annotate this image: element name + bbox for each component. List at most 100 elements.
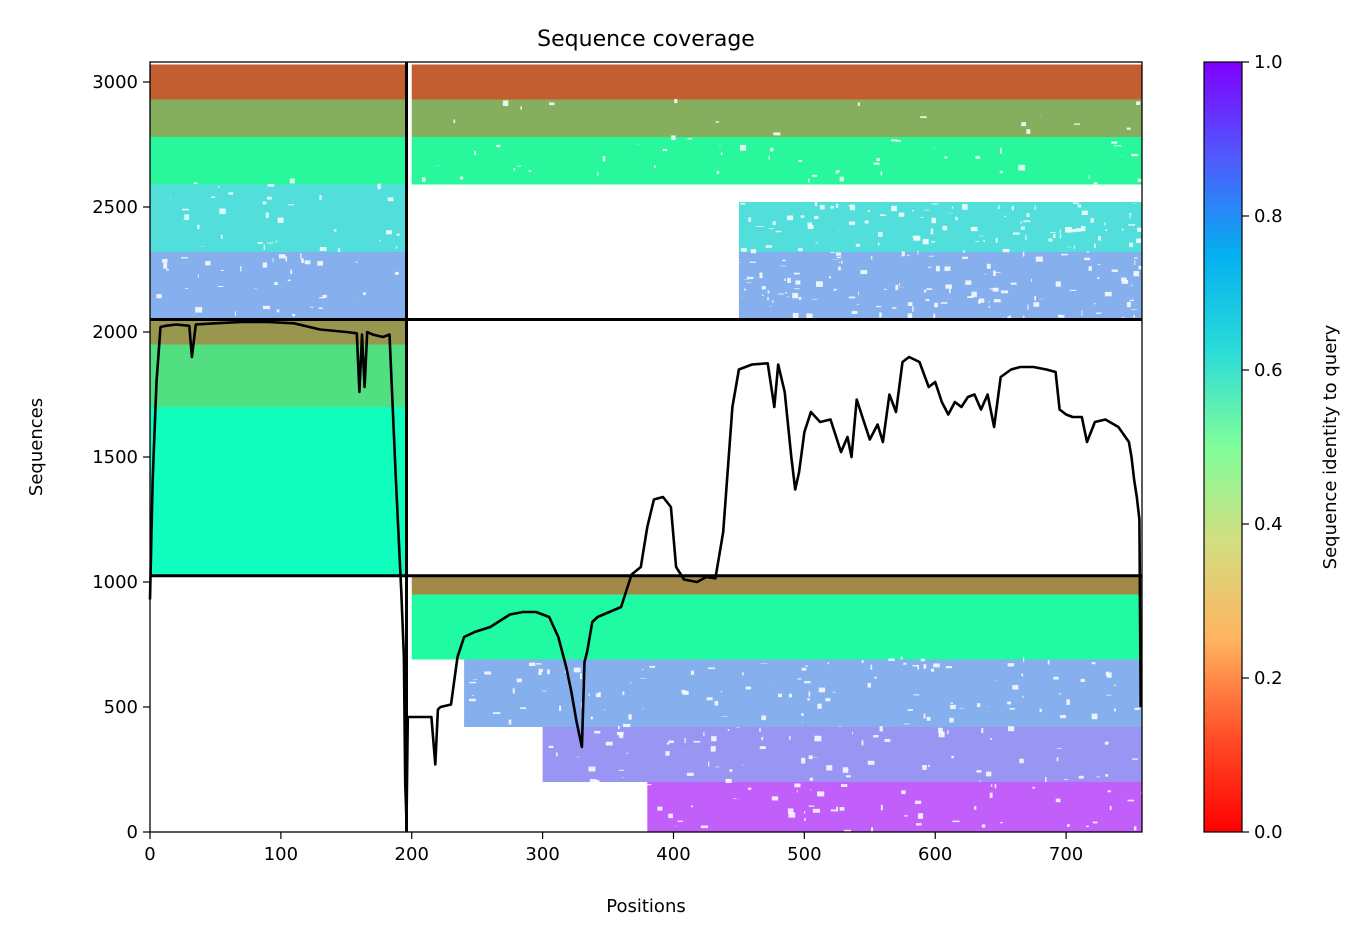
coverage-gap-6	[180, 257, 189, 259]
coverage-gap-560	[808, 755, 813, 760]
coverage-gap-164	[849, 204, 855, 211]
coverage-gap-320	[662, 148, 668, 152]
coverage-gap-547	[867, 682, 871, 688]
coverage-gap-57	[234, 311, 236, 316]
coverage-gap-373	[711, 736, 717, 742]
coverage-gap-49	[318, 297, 325, 299]
coverage-gap-366	[801, 713, 804, 716]
coverage-gap-425	[985, 771, 992, 777]
coverage-gap-15	[395, 271, 399, 275]
coverage-gap-337	[1026, 129, 1031, 134]
coverage-gap-327	[920, 116, 927, 119]
coverage-gap-14	[162, 259, 168, 263]
coverage-gap-496	[742, 672, 744, 676]
coverage-gap-360	[976, 770, 982, 773]
coverage-gap-188	[1025, 235, 1027, 241]
coverage-gap-451	[826, 765, 833, 771]
coverage-gap-586	[573, 826, 580, 830]
coverage-gap-54	[362, 292, 366, 295]
coverage-gap-37	[169, 197, 172, 199]
coverage-gap-507	[649, 665, 656, 668]
coverage-gap-600	[594, 730, 601, 734]
coverage-gap-44	[289, 178, 295, 184]
coverage-gap-513	[951, 755, 954, 759]
colorbar-tick-label: 0.6	[1254, 360, 1283, 381]
coverage-gap-455	[745, 686, 752, 690]
coverage-gap-319	[835, 171, 839, 174]
coverage-gap-349	[1018, 164, 1026, 171]
coverage-gap-329	[812, 174, 818, 177]
y-tick-label: 3000	[92, 72, 138, 93]
coverage-gap-431	[626, 752, 628, 754]
coverage-gap-527	[952, 820, 960, 823]
coverage-gap-163	[1059, 233, 1062, 239]
coverage-gap-249	[1000, 290, 1009, 294]
coverage-gap-171	[967, 296, 974, 298]
coverage-gap-326	[1113, 145, 1122, 147]
heatmap-layer-top-9	[738, 252, 1142, 320]
coverage-gap-523	[555, 752, 558, 757]
heatmap-layer-top-5	[411, 64, 1142, 100]
coverage-gap-18	[219, 208, 226, 215]
coverage-gap-73	[891, 205, 897, 212]
coverage-gap-165	[1011, 205, 1014, 211]
coverage-gap-10	[240, 266, 242, 272]
coverage-gap-53	[228, 192, 234, 195]
coverage-gap-463	[693, 740, 701, 743]
coverage-gap-63	[377, 183, 381, 190]
y-tick-label: 2500	[92, 197, 138, 218]
coverage-gap-144	[898, 212, 905, 217]
coverage-gap-129	[965, 280, 972, 285]
x-tick-label: 300	[525, 844, 559, 865]
coverage-gap-541	[1109, 805, 1112, 811]
coverage-gap-113	[994, 272, 1001, 273]
coverage-gap-591	[480, 765, 488, 771]
coverage-gap-199	[912, 306, 914, 312]
coverage-gap-448	[721, 716, 728, 717]
coverage-gap-252	[769, 306, 772, 307]
coverage-gap-35	[265, 212, 269, 218]
coverage-gap-415	[622, 777, 625, 778]
coverage-gap-266	[785, 291, 787, 294]
coverage-gap-287	[768, 228, 774, 230]
coverage-gap-234	[992, 287, 999, 292]
coverage-gap-411	[917, 813, 924, 819]
coverage-gap-469	[928, 764, 930, 767]
coverage-gap-120	[1121, 279, 1129, 284]
coverage-gap-70	[963, 250, 965, 253]
coverage-gap-155	[857, 303, 859, 305]
heatmap-layer-top-0	[150, 64, 407, 100]
coverage-gap-552	[690, 670, 695, 675]
coverage-gap-371	[1056, 747, 1062, 749]
coverage-gap-78	[925, 299, 930, 302]
coverage-gap-519	[926, 716, 931, 721]
coverage-gap-67	[386, 230, 393, 235]
coverage-gap-112	[835, 203, 839, 209]
coverage-gap-19	[387, 197, 394, 202]
coverage-gap-261	[1061, 253, 1068, 256]
coverage-gap-82	[988, 305, 991, 308]
coverage-gap-483	[471, 695, 474, 696]
coverage-gap-491	[623, 723, 631, 728]
coverage-gap-489	[949, 717, 954, 723]
coverage-gap-604	[675, 825, 678, 827]
coverage-gap-145	[1133, 315, 1135, 319]
coverage-gap-150	[928, 255, 935, 257]
coverage-gap-367	[601, 815, 609, 820]
coverage-gap-439	[708, 761, 710, 767]
coverage-gap-499	[595, 693, 600, 698]
coverage-gap-12	[304, 260, 311, 265]
coverage-gap-556	[880, 804, 883, 811]
coverage-gap-301	[1131, 153, 1139, 157]
coverage-gap-351	[938, 727, 943, 733]
coverage-gap-198	[1035, 256, 1043, 262]
coverage-gap-13	[184, 287, 189, 289]
coverage-gap-479	[915, 800, 922, 804]
coverage-gap-385	[628, 714, 632, 720]
coverage-gap-235	[1033, 302, 1040, 307]
coverage-gap-464	[884, 738, 891, 742]
coverage-gap-228	[858, 291, 859, 296]
coverage-gap-186	[930, 228, 934, 235]
coverage-gap-202	[1093, 243, 1096, 249]
coverage-gap-470	[700, 825, 709, 829]
